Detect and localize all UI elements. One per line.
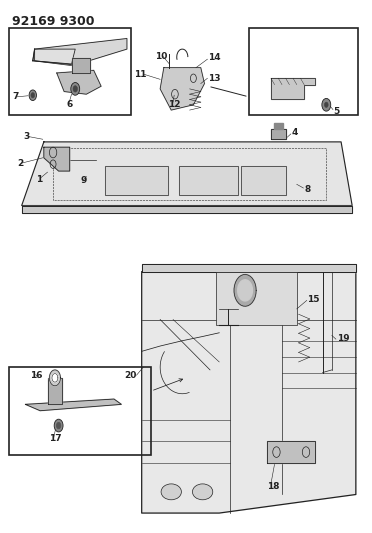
Polygon shape	[49, 370, 61, 386]
Polygon shape	[71, 58, 90, 73]
Polygon shape	[105, 166, 167, 195]
Text: 3: 3	[23, 132, 30, 141]
Text: 92169 9300: 92169 9300	[13, 14, 95, 28]
Circle shape	[324, 102, 328, 108]
Text: 7: 7	[13, 92, 19, 101]
Text: 2: 2	[17, 159, 23, 167]
Bar	[9, 367, 151, 455]
Polygon shape	[52, 374, 58, 382]
Circle shape	[54, 419, 63, 432]
Polygon shape	[271, 128, 286, 139]
Text: 8: 8	[304, 185, 310, 194]
Circle shape	[29, 90, 36, 101]
Polygon shape	[267, 441, 315, 463]
Polygon shape	[35, 38, 127, 65]
Bar	[105, 166, 167, 195]
Ellipse shape	[161, 484, 182, 500]
Text: 12: 12	[167, 100, 180, 109]
Polygon shape	[142, 264, 356, 272]
Polygon shape	[241, 166, 286, 195]
Polygon shape	[142, 272, 356, 513]
Text: 13: 13	[208, 74, 221, 83]
Polygon shape	[238, 280, 253, 301]
Text: 4: 4	[291, 128, 298, 137]
Bar	[215, 272, 297, 325]
Text: 19: 19	[337, 334, 349, 343]
Text: 20: 20	[124, 370, 136, 379]
Text: 5: 5	[334, 107, 340, 116]
Polygon shape	[48, 378, 62, 405]
Text: 1: 1	[36, 174, 43, 183]
Text: 11: 11	[134, 69, 147, 78]
Text: 18: 18	[267, 482, 280, 491]
Ellipse shape	[192, 484, 213, 500]
Polygon shape	[25, 399, 121, 411]
Text: 15: 15	[307, 295, 320, 304]
Bar	[9, 28, 131, 115]
Polygon shape	[179, 166, 238, 195]
Circle shape	[31, 93, 35, 98]
Circle shape	[322, 99, 331, 111]
Bar	[241, 166, 286, 195]
Bar	[249, 28, 358, 115]
Polygon shape	[271, 78, 315, 100]
Text: 9: 9	[81, 176, 87, 185]
Polygon shape	[22, 206, 352, 214]
Circle shape	[57, 422, 61, 429]
Polygon shape	[160, 68, 205, 110]
Polygon shape	[274, 123, 283, 128]
Polygon shape	[234, 274, 256, 306]
Text: 10: 10	[155, 52, 167, 61]
Circle shape	[73, 86, 77, 92]
Text: 6: 6	[66, 100, 72, 109]
Circle shape	[71, 83, 80, 95]
Bar	[179, 166, 238, 195]
Polygon shape	[57, 70, 101, 94]
Text: 16: 16	[30, 370, 43, 379]
Text: 17: 17	[49, 434, 62, 443]
Polygon shape	[22, 142, 352, 206]
Polygon shape	[44, 147, 70, 171]
Polygon shape	[33, 49, 75, 64]
Text: 14: 14	[208, 53, 221, 62]
